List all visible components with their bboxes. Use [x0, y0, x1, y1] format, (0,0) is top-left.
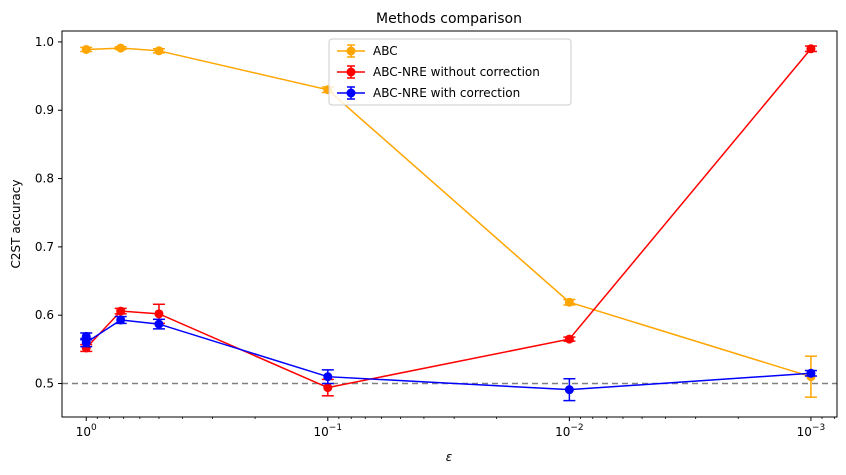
series-2 [80, 315, 817, 402]
series-line [86, 47, 812, 378]
x-tick-label: 10−2 [555, 423, 584, 439]
data-point [154, 46, 164, 56]
data-point [81, 338, 91, 348]
data-point [81, 44, 91, 54]
y-tick-label: 0.8 [35, 172, 54, 186]
data-point [116, 43, 126, 53]
series-line [85, 319, 811, 391]
data-point [564, 297, 574, 307]
data-point [806, 368, 816, 378]
y-tick-label: 0.7 [35, 240, 54, 254]
data-point [116, 306, 126, 316]
legend-label: ABC [373, 44, 398, 58]
plot-frame [61, 30, 838, 418]
legend-marker [346, 88, 356, 98]
legend-label: ABC-NRE with correction [373, 86, 520, 100]
legend-marker [346, 67, 356, 77]
y-tick-label: 0.9 [35, 103, 54, 117]
data-point [564, 334, 574, 344]
data-point [116, 315, 126, 325]
legend-label: ABC-NRE without correction [373, 65, 540, 79]
data-point [323, 383, 333, 393]
y-tick-label: 1.0 [35, 35, 54, 49]
x-tick-label: 10−1 [314, 423, 343, 439]
x-axis-label: ε [446, 450, 453, 464]
legend-box [328, 38, 572, 106]
data-point [323, 372, 333, 382]
y-tick-label: 0.6 [35, 308, 54, 322]
data-point [154, 319, 164, 329]
data-point [154, 309, 164, 319]
legend-marker [346, 46, 356, 56]
chart-title: Methods comparison [376, 11, 522, 27]
y-tick-label: 0.5 [35, 377, 54, 391]
y-axis-label: C2ST accuracy [9, 180, 23, 269]
legend: ABC ABC-NRE without correction ABC-NRE wit… [328, 38, 572, 106]
x-tick-label: 10−3 [797, 423, 826, 439]
data-point [564, 385, 574, 395]
series-0 [80, 43, 817, 398]
data-point [806, 44, 816, 54]
x-tick-label: 100 [76, 423, 97, 439]
